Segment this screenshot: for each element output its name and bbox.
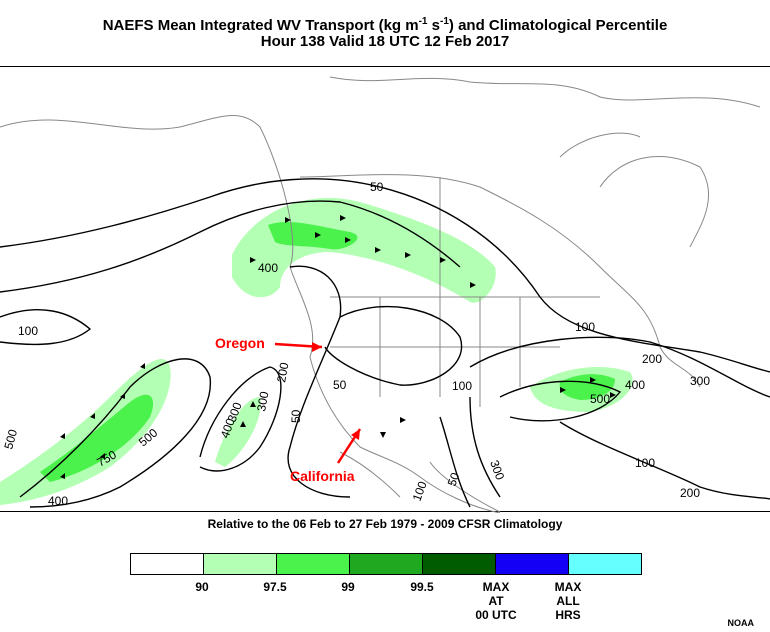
oregon-label: Oregon <box>215 335 265 351</box>
legend-label: 90 <box>195 580 209 594</box>
color-legend <box>130 553 642 575</box>
noaa-credit: NOAA <box>727 618 755 628</box>
contour-label: 300 <box>487 458 507 482</box>
legend-label-max-all: MAX ALL HRS <box>554 580 582 622</box>
transport-vectors <box>60 215 616 479</box>
annotations: Oregon California <box>215 335 362 484</box>
contour-label: 100 <box>452 379 472 393</box>
contour-label: 500 <box>590 392 610 406</box>
legend-label: 99.5 <box>410 580 434 594</box>
contour-label: 300 <box>225 400 245 424</box>
legend-label-max-00: MAX AT 00 UTC <box>475 580 517 622</box>
ivt-map: 50 100 400 100 200 300 750 500 400 500 3… <box>0 66 770 514</box>
map-canvas: 50 100 400 100 200 300 750 500 400 500 3… <box>0 76 770 514</box>
legend-swatch-90 <box>131 554 204 574</box>
contour-label: 300 <box>690 374 710 388</box>
legend-swatch-max-all <box>496 554 569 574</box>
contour-label: 100 <box>635 456 655 470</box>
contour-label: 50 <box>289 409 303 423</box>
california-label: California <box>290 468 355 484</box>
percentile-shading <box>0 198 633 505</box>
legend-swatch-97-5 <box>204 554 277 574</box>
legend-label: 97.5 <box>263 580 287 594</box>
geographic-outlines <box>0 76 761 514</box>
contour-label: 400 <box>625 378 645 392</box>
contour-label: 300 <box>254 390 271 412</box>
legend-label: 99 <box>341 580 355 594</box>
legend-swatch-99 <box>277 554 350 574</box>
contour-label: 50 <box>333 378 347 392</box>
contour-label: 200 <box>680 486 700 500</box>
contour-label: 200 <box>274 361 291 383</box>
ivt-contours <box>0 178 770 508</box>
contour-label: 200 <box>642 352 662 366</box>
contour-label: 100 <box>575 320 595 334</box>
legend-swatch-max-hrs <box>569 554 641 574</box>
contour-label: 100 <box>18 324 38 338</box>
contour-label: 50 <box>370 180 384 194</box>
map-subtitle: Hour 138 Valid 18 UTC 12 Feb 2017 <box>260 33 510 50</box>
contour-label: 500 <box>1 427 20 450</box>
legend-swatch-max-00 <box>423 554 496 574</box>
contour-label: 400 <box>48 494 68 508</box>
climatology-caption: Relative to the 06 Feb to 27 Feb 1979 - … <box>207 517 563 531</box>
contour-label: 400 <box>218 416 238 440</box>
contour-label: 100 <box>410 479 430 503</box>
map-title: NAEFS Mean Integrated WV Transport (kg m… <box>102 16 668 34</box>
contour-label: 50 <box>445 470 463 488</box>
legend-swatch-99-5 <box>350 554 423 574</box>
contour-label: 400 <box>258 261 278 275</box>
